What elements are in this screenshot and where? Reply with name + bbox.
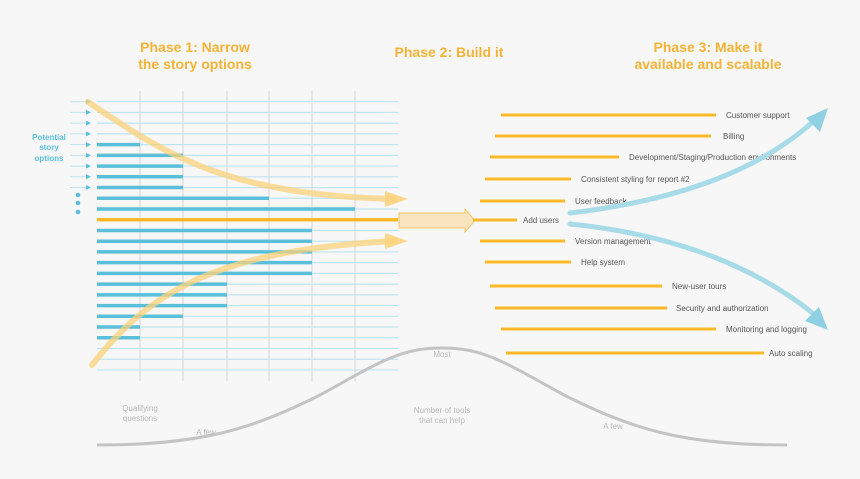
feature-label: Billing <box>723 132 744 141</box>
phase-3-title-line1: Phase 3: Make it <box>654 39 763 55</box>
arrow-icon <box>86 152 91 158</box>
tools-bell-curve <box>96 346 788 447</box>
arrowhead-icon <box>806 108 828 132</box>
few-left-label: A few <box>196 428 216 437</box>
arrow-icon <box>86 142 91 148</box>
narrow-arrow-top <box>85 99 398 202</box>
arrowhead-icon <box>805 307 828 330</box>
scale-arrow-down <box>567 221 818 318</box>
feature-label: New-user tours <box>672 282 726 291</box>
ellipsis-dot <box>75 192 81 198</box>
arrowhead-icon <box>385 233 408 249</box>
qualifying-label-1: Qualifying <box>122 404 158 413</box>
feature-label: Consistent styling for report #2 <box>581 175 690 184</box>
phase-1-title-line2: the story options <box>138 56 252 72</box>
arrow-icon <box>86 185 91 191</box>
arrow-icon <box>86 120 91 126</box>
tools-label-2: that can help <box>419 416 465 425</box>
phase-1-title-line1: Phase 1: Narrow <box>140 39 250 55</box>
phase-2-title: Phase 2: Build it <box>395 44 504 60</box>
feature-label: Security and authorization <box>676 304 769 313</box>
arrow-icon <box>86 131 91 137</box>
ellipsis-dot <box>75 209 81 215</box>
narrow-arrow-bottom <box>89 238 398 368</box>
build-block-arrow <box>398 207 476 234</box>
phase-3-title-line2: available and scalable <box>634 56 781 72</box>
few-right-label: A few <box>603 422 623 431</box>
arrow-icon <box>86 174 91 180</box>
feature-label: Version management <box>575 237 651 246</box>
potential-label-3: options <box>35 154 64 163</box>
arrow-icon <box>86 163 91 169</box>
most-label: Most <box>433 350 451 359</box>
feature-label: Development/Staging/Production environme… <box>629 153 796 162</box>
potential-label-2: story <box>39 143 59 152</box>
scale-arrow-up <box>567 117 818 216</box>
ellipsis-dot <box>75 200 81 206</box>
feature-label: Customer support <box>726 111 790 120</box>
feature-label: Add users <box>523 216 559 225</box>
arrowhead-icon <box>385 191 408 207</box>
tools-label-1: Number of tools <box>414 406 470 415</box>
feature-label: Help system <box>581 258 625 267</box>
feature-label: Auto scaling <box>769 349 813 358</box>
feature-label: Monitoring and logging <box>726 325 807 334</box>
feature-label: User feedback <box>575 197 628 206</box>
feature-list: Customer support Billing Development/Stagi… <box>473 111 813 358</box>
potential-label-1: Potential <box>32 133 66 142</box>
arrow-icon <box>86 109 91 115</box>
qualifying-label-2: questions <box>123 414 157 423</box>
